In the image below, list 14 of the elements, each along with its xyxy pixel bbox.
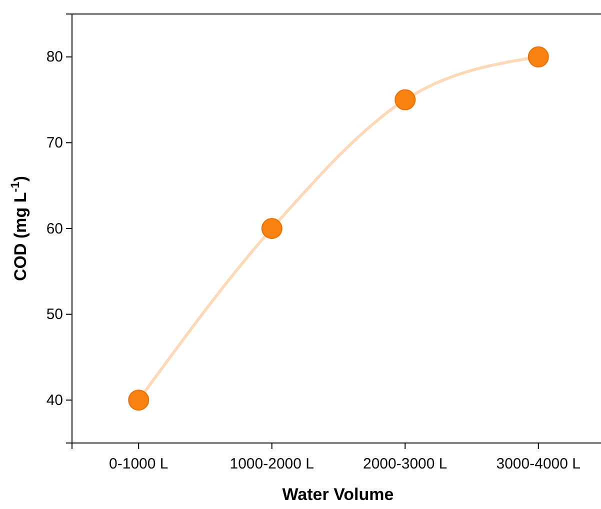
x-tick-label: 1000-2000 L — [230, 456, 314, 472]
y-tick-label: 60 — [46, 220, 63, 238]
x-tick-label: 2000-3000 L — [363, 456, 448, 472]
y-tick-label: 80 — [46, 48, 63, 66]
x-tick-label: 3000-4000 L — [496, 456, 580, 472]
point — [528, 46, 549, 68]
y-tick-label: 50 — [46, 306, 63, 324]
y-tick-label: 70 — [46, 134, 63, 152]
y-tick-label: 40 — [46, 392, 63, 409]
point — [261, 218, 282, 239]
point — [128, 390, 150, 411]
x-tick-label: 0-1000 L — [109, 456, 168, 472]
point — [394, 89, 416, 110]
x-axis-title: Water Volume — [282, 485, 394, 504]
